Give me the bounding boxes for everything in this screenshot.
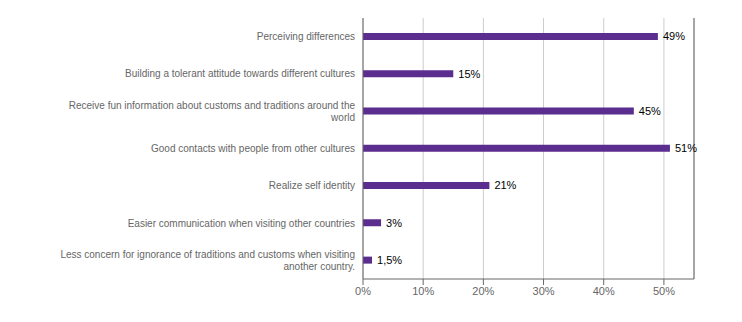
svg-text:40%: 40% <box>593 285 615 297</box>
svg-text:Building a tolerant attitude t: Building a tolerant attitude towards dif… <box>125 68 355 79</box>
svg-text:Receive fun information about: Receive fun information about customs an… <box>69 100 356 123</box>
svg-text:1,5%: 1,5% <box>377 254 402 266</box>
svg-text:49%: 49% <box>663 30 685 42</box>
svg-text:15%: 15% <box>458 68 480 80</box>
svg-text:Less concern for ignorance of: Less concern for ignorance of traditions… <box>60 249 355 272</box>
svg-text:30%: 30% <box>533 285 555 297</box>
svg-text:Perceiving differences: Perceiving differences <box>257 31 355 42</box>
svg-text:3%: 3% <box>386 217 402 229</box>
svg-text:45%: 45% <box>639 105 661 117</box>
svg-text:20%: 20% <box>472 285 494 297</box>
svg-text:50%: 50% <box>653 285 675 297</box>
svg-text:Realize self identity: Realize self identity <box>269 180 355 191</box>
svg-text:51%: 51% <box>675 142 697 154</box>
svg-text:Easier communication when visi: Easier communication when visiting other… <box>128 218 355 229</box>
svg-text:10%: 10% <box>412 285 434 297</box>
svg-text:0%: 0% <box>355 285 371 297</box>
svg-text:21%: 21% <box>494 179 516 191</box>
svg-text:Good contacts with people from: Good contacts with people from other cul… <box>151 143 355 154</box>
